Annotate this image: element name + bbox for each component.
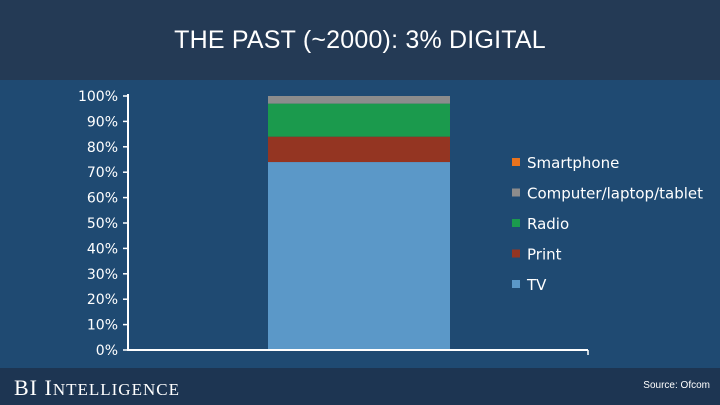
legend-swatch <box>512 249 520 258</box>
bi-intelligence-logo: BI INTELLIGENCE <box>14 375 180 401</box>
legend-swatch <box>512 158 520 166</box>
y-tick-label: 20% <box>87 292 118 308</box>
legend-swatch <box>512 219 520 227</box>
legend-swatch <box>512 280 520 288</box>
logo-i: I <box>44 375 53 400</box>
y-tick-label: 100% <box>78 89 118 105</box>
footer: BI INTELLIGENCE Source: Ofcom <box>0 368 720 405</box>
axes <box>127 94 589 355</box>
source-note: Source: Ofcom <box>643 380 710 391</box>
legend-label: Computer/laptop/tablet <box>527 185 703 203</box>
legend-label: Smartphone <box>527 154 619 172</box>
y-tick-label: 70% <box>87 165 118 181</box>
legend-label: Radio <box>527 215 569 233</box>
y-tick-label: 90% <box>87 114 118 130</box>
bar-segments <box>268 96 450 350</box>
y-tick-label: 50% <box>87 216 118 232</box>
title-band <box>0 0 720 80</box>
bar-segment-radio <box>268 103 450 137</box>
y-tick-label: 60% <box>87 191 118 207</box>
y-tick-label: 30% <box>87 267 118 283</box>
y-tick-label: 80% <box>87 140 118 156</box>
y-tick-label: 40% <box>87 241 118 257</box>
legend: Smartphone Computer/laptop/tablet Radio Pri… <box>512 154 703 294</box>
logo-rest: NTELLIGENCE <box>52 380 180 399</box>
bar-segment-print <box>268 136 450 163</box>
legend-label: TV <box>526 276 547 294</box>
y-tick-label: 10% <box>87 318 118 334</box>
logo-bi: BI <box>14 375 38 400</box>
bar-segment-computer-laptop-tablet <box>268 96 450 104</box>
slide-title: THE PAST (~2000): 3% DIGITAL <box>174 26 546 54</box>
y-tick-label: 0% <box>96 343 118 359</box>
legend-swatch <box>512 188 520 197</box>
bar-segment-tv <box>268 162 450 350</box>
legend-label: Print <box>527 246 562 264</box>
y-axis-ticks: 0% 10% 20% 30% 40% 50% 60% 70% 80% 90% 100% <box>78 89 128 359</box>
